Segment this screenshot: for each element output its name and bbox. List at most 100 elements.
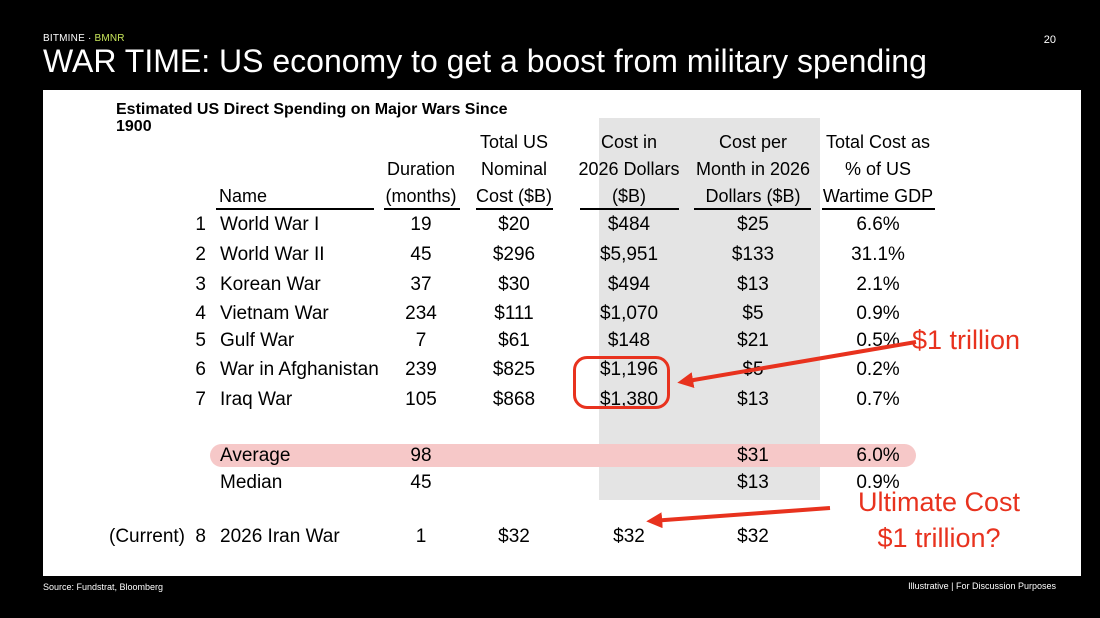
row-duration: 239 xyxy=(405,359,437,380)
header-cost-2026-line: Cost in xyxy=(600,132,658,152)
row-gdp-share: 6.6% xyxy=(856,214,900,235)
ultimate-cost-line: Ultimate Cost xyxy=(857,487,1021,517)
row-duration: 1 xyxy=(415,526,427,547)
brand-ticker: BMNR xyxy=(94,33,125,44)
average-label: Average xyxy=(220,445,291,466)
row-nominal: $30 xyxy=(498,274,530,295)
table-panel: Estimated US Direct Spending on Major Wa… xyxy=(43,90,1081,576)
row-gdp-share: 0.2% xyxy=(856,359,900,380)
row-cost-per-month: $32 xyxy=(737,526,769,547)
row-name: Vietnam War xyxy=(220,303,329,324)
average-duration: 98 xyxy=(410,445,432,466)
row-cost-2026: $32 xyxy=(613,526,645,547)
cost-2026-column-shade xyxy=(599,118,820,500)
row-duration: 7 xyxy=(415,330,427,351)
row-cost-per-month: $133 xyxy=(731,244,775,265)
median-duration: 45 xyxy=(410,472,432,493)
row-cost-per-month: $5 xyxy=(742,303,764,324)
row-nominal: $868 xyxy=(492,389,536,410)
ultimate-cost-callout: Ultimate Cost $1 trillion? xyxy=(838,484,1040,556)
header-cost-per-month-line: Cost per xyxy=(718,132,788,152)
arrow-to-iran-war xyxy=(646,506,831,529)
header-underline xyxy=(476,208,553,210)
row-name: Iraq War xyxy=(220,389,293,410)
row-number: 7 xyxy=(195,389,206,410)
row-cost-per-month: $25 xyxy=(737,214,769,235)
row-nominal: $111 xyxy=(494,303,534,324)
header-gdp-share-line: Wartime GDP xyxy=(822,186,934,206)
median-label: Median xyxy=(220,472,283,493)
row-name: Korean War xyxy=(220,274,321,295)
row-name: World War I xyxy=(220,214,320,235)
row-name: War in Afghanistan xyxy=(220,359,379,380)
row-gdp-share: 2.1% xyxy=(856,274,900,295)
arrow-to-afghanistan-iraq xyxy=(677,340,917,388)
source-note: Source: Fundstrat, Bloomberg xyxy=(43,582,164,592)
row-duration: 45 xyxy=(410,244,432,265)
row-cost-2026: $5,951 xyxy=(599,244,659,265)
row-name: Gulf War xyxy=(220,330,295,351)
row-cost-2026: $1,196 xyxy=(599,359,659,380)
current-label: (Current) xyxy=(109,526,186,547)
header-underline xyxy=(822,208,935,210)
row-number: 3 xyxy=(195,274,206,295)
callout-arrows xyxy=(646,340,917,529)
row-number: 4 xyxy=(195,303,206,324)
row-gdp-share: 0.7% xyxy=(856,389,900,410)
ultimate-cost-line: $1 trillion? xyxy=(877,523,1001,553)
average-gdp-share: 6.0% xyxy=(856,445,900,466)
header-gdp-share-line: % of US xyxy=(844,159,912,179)
highlight-box xyxy=(573,356,670,409)
row-nominal: $61 xyxy=(498,330,530,351)
row-gdp-share: 31.1% xyxy=(851,244,905,265)
brand-separator: · xyxy=(84,33,95,44)
row-cost-per-month: $13 xyxy=(737,389,769,410)
header-cost-2026: Cost in 2026 Dollars ($B) xyxy=(573,129,685,210)
average-cost-per-month: $31 xyxy=(737,445,769,466)
header-nominal-line: Cost ($B) xyxy=(475,186,553,206)
header-cost-per-month-line: Dollars ($B) xyxy=(705,186,801,206)
header-underline xyxy=(384,208,460,210)
header-nominal: Total US Nominal Cost ($B) xyxy=(468,129,560,210)
table-title: Estimated US Direct Spending on Major Wa… xyxy=(116,101,508,135)
row-nominal: $32 xyxy=(498,526,530,547)
row-nominal: $296 xyxy=(492,244,536,265)
disclaimer: Illustrative | For Discussion Purposes xyxy=(908,581,1056,591)
header-duration-line: Duration xyxy=(386,159,456,179)
row-number: 6 xyxy=(195,359,206,380)
row-number: 2 xyxy=(195,244,206,265)
row-cost-2026: $1,380 xyxy=(599,389,659,410)
header-nominal-line: Nominal xyxy=(480,159,548,179)
slide-title: WAR TIME: US economy to get a boost from… xyxy=(43,43,927,79)
header-underline xyxy=(216,208,374,210)
row-gdp-share: 0.9% xyxy=(856,303,900,324)
header-name: Name xyxy=(219,186,268,206)
header-cost-2026-line: ($B) xyxy=(611,186,646,206)
trillion-callout: $1 trillion xyxy=(912,325,1021,355)
average-row-highlight xyxy=(210,444,916,467)
row-cost-2026: $484 xyxy=(607,214,651,235)
row-cost-2026: $494 xyxy=(607,274,651,295)
brand-name: BITMINE xyxy=(43,33,85,44)
header-cost-per-month: Cost per Month in 2026 Dollars ($B) xyxy=(689,129,817,210)
header-gdp-share-line: Total Cost as xyxy=(825,132,931,152)
header-nominal-line: Total US xyxy=(479,132,549,152)
row-name: 2026 Iran War xyxy=(220,526,340,547)
row-cost-per-month: $21 xyxy=(737,330,769,351)
row-number: 1 xyxy=(195,214,206,235)
row-duration: 105 xyxy=(405,389,437,410)
header-underline xyxy=(580,208,679,210)
page-number: 20 xyxy=(1043,34,1056,46)
row-duration: 19 xyxy=(410,214,432,235)
row-name: World War II xyxy=(220,244,325,265)
row-nominal: $20 xyxy=(498,214,530,235)
row-nominal: $825 xyxy=(492,359,536,380)
header-duration-line: (months) xyxy=(385,186,457,206)
brand-label: BITMINE · BMNR xyxy=(43,33,125,44)
median-gdp-share: 0.9% xyxy=(856,472,900,493)
row-cost-2026: $1,070 xyxy=(599,303,659,324)
header-underline xyxy=(694,208,811,210)
median-cost-per-month: $13 xyxy=(737,472,769,493)
header-duration: Duration (months) xyxy=(374,156,468,210)
row-cost-per-month: $13 xyxy=(737,274,769,295)
